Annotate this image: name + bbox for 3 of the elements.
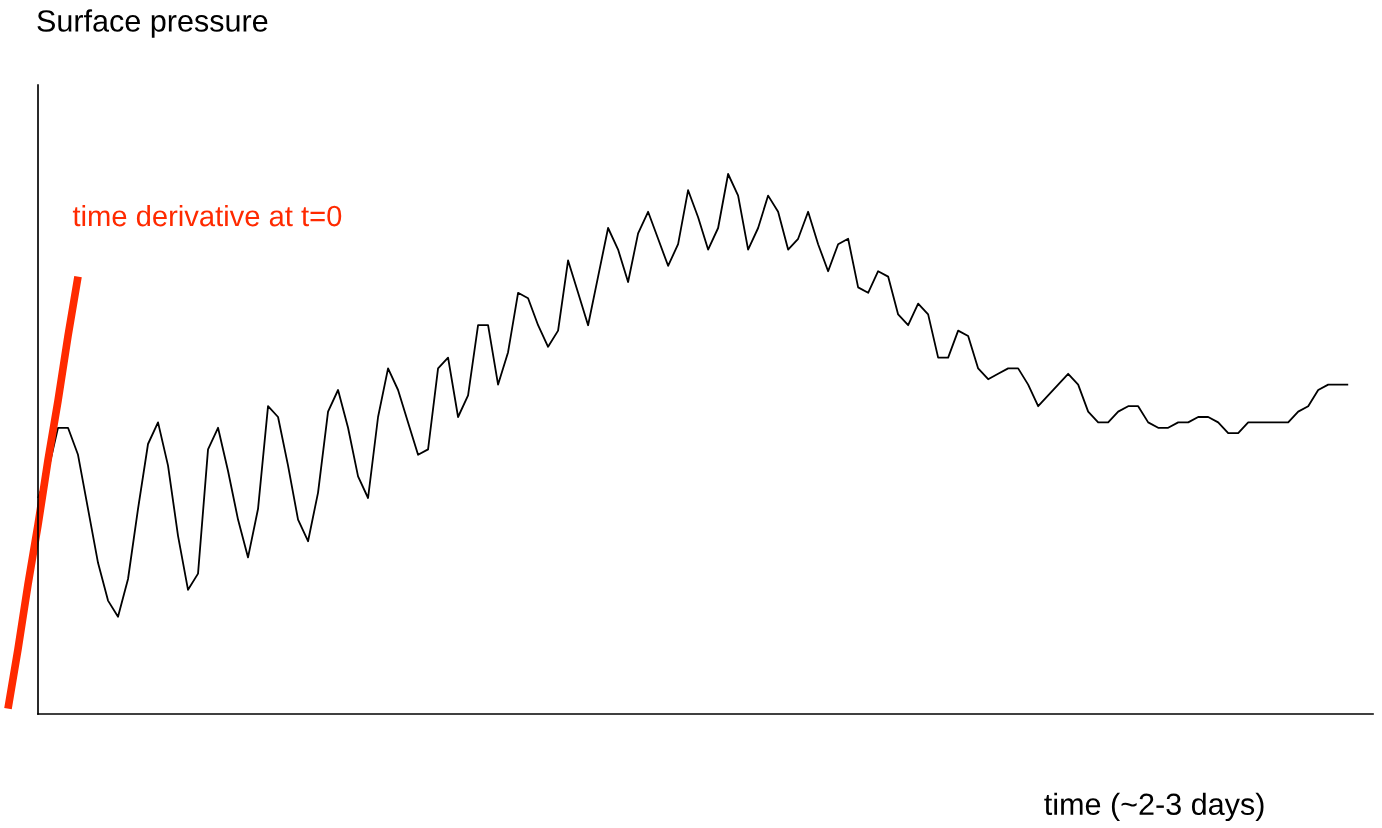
x-axis-title: time (~2-3 days) bbox=[1044, 792, 1264, 822]
series-label: time derivative at t=0 bbox=[72, 204, 342, 227]
y-axis-title: Surface pressure bbox=[37, 9, 268, 38]
